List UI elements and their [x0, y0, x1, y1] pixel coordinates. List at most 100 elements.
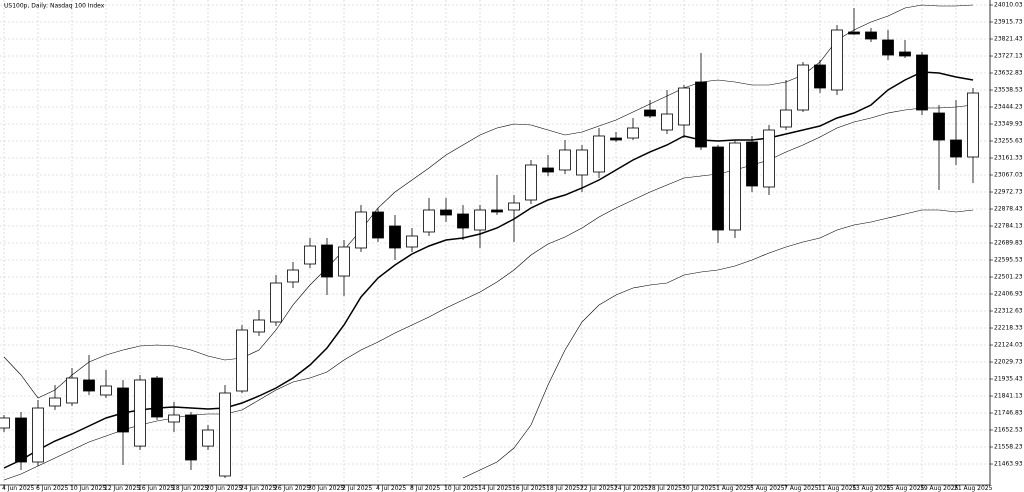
x-tick-label: 5 Aug 2025	[750, 485, 785, 492]
y-tick-label: 23727.13	[994, 53, 1023, 60]
candle-body	[253, 319, 265, 333]
candle-body	[100, 385, 112, 396]
y-tick-label: 23444.23	[994, 104, 1023, 111]
candle-body	[780, 109, 792, 128]
candle-body	[967, 92, 979, 158]
candle-body	[814, 64, 826, 89]
candle-body	[440, 209, 452, 216]
candle-body	[202, 429, 214, 447]
candle-body	[559, 149, 571, 171]
x-tick-label: 18 Jun 2025	[172, 485, 208, 492]
y-tick-label: 22689.83	[994, 240, 1023, 247]
candle-body	[457, 213, 469, 229]
x-tick-label: 30 Jul 2025	[682, 485, 716, 492]
y-tick-label: 22029.73	[994, 359, 1023, 366]
y-tick-label: 23161.33	[994, 155, 1023, 162]
candle-body	[848, 31, 860, 35]
candle-body	[32, 407, 44, 463]
candle-body	[406, 235, 418, 248]
candle-body	[661, 113, 673, 131]
y-tick-label: 23915.73	[994, 19, 1023, 26]
y-tick-label: 23632.83	[994, 70, 1023, 77]
candle-body	[304, 245, 316, 265]
y-tick-label: 22218.33	[994, 325, 1023, 332]
candle-body	[695, 81, 707, 148]
indicator-line	[3, 104, 974, 481]
x-tick-label: 1 Aug 2025	[716, 485, 751, 492]
x-tick-label: 18 Jul 2025	[546, 485, 580, 492]
y-tick-label: 23349.93	[994, 121, 1023, 128]
candle-body	[151, 377, 163, 418]
y-tick-label: 22406.93	[994, 291, 1023, 298]
y-tick-label: 23821.43	[994, 36, 1023, 43]
x-tick-label: 30 Jun 2025	[308, 485, 344, 492]
y-tick-label: 22312.63	[994, 308, 1023, 315]
candle-body	[389, 225, 401, 249]
y-tick-label: 22972.73	[994, 189, 1023, 196]
candle-body	[916, 54, 928, 111]
candle-body	[831, 29, 843, 91]
y-tick-label: 21746.83	[994, 410, 1023, 417]
y-tick-label: 23067.03	[994, 172, 1023, 179]
candle-body	[933, 112, 945, 141]
candle-body	[508, 202, 520, 211]
x-tick-label: 22 Jul 2025	[580, 485, 614, 492]
candle-body	[236, 329, 248, 392]
candle-body	[474, 209, 486, 231]
y-tick-label: 22595.53	[994, 257, 1023, 264]
y-tick-label: 22501.23	[994, 274, 1023, 281]
candles	[0, 8, 979, 479]
x-tick-label: 14 Jul 2025	[478, 485, 512, 492]
y-tick-label: 22878.43	[994, 206, 1023, 213]
candle-body	[372, 211, 384, 239]
candle-body	[899, 51, 911, 57]
candle-body	[287, 269, 299, 283]
y-tick-label: 22124.03	[994, 342, 1023, 349]
x-tick-label: 19 Aug 2025	[920, 485, 959, 492]
x-tick-label: 8 Jul 2025	[410, 485, 440, 492]
x-tick-label: 15 Aug 2025	[886, 485, 925, 492]
indicator-line	[3, 4, 974, 399]
candle-body	[117, 387, 129, 433]
y-tick-label: 24010.03	[994, 2, 1023, 9]
candle-body	[338, 246, 350, 277]
candle-body	[627, 127, 639, 139]
x-tick-label: 24 Jul 2025	[614, 485, 648, 492]
chart-title: US100p, Daily: Nasdaq 100 Index	[4, 3, 105, 10]
candle-body	[355, 211, 367, 249]
y-tick-label: 21935.43	[994, 376, 1023, 383]
candle-body	[219, 392, 231, 477]
y-tick-label: 21463.93	[994, 461, 1023, 468]
x-tick-label: 4 Jun 2025	[2, 485, 34, 492]
candle-body	[270, 282, 282, 323]
candle-body	[491, 209, 503, 213]
x-tick-label: 26 Jun 2025	[274, 485, 310, 492]
x-tick-label: 28 Jul 2025	[648, 485, 682, 492]
candle-body	[576, 149, 588, 176]
x-tick-label: 11 Aug 2025	[818, 485, 857, 492]
y-tick-label: 21558.23	[994, 444, 1023, 451]
candle-body	[712, 146, 724, 231]
x-tick-label: 7 Aug 2025	[784, 485, 819, 492]
y-tick-label: 23255.63	[994, 138, 1023, 145]
candle-body	[66, 377, 78, 404]
candle-body	[542, 167, 554, 173]
x-tick-label: 10 Jul 2025	[444, 485, 478, 492]
candle-body	[525, 164, 537, 201]
y-tick-label: 21652.53	[994, 427, 1023, 434]
candle-body	[49, 397, 61, 407]
indicator-line	[462, 209, 974, 479]
y-tick-label: 22784.13	[994, 223, 1023, 230]
candle-body	[644, 109, 656, 117]
candle-body	[593, 135, 605, 173]
candle-body	[185, 414, 197, 461]
candle-body	[950, 139, 962, 158]
x-tick-label: 24 Jun 2025	[240, 485, 276, 492]
y-tick-label: 23538.53	[994, 87, 1023, 94]
candle-body	[168, 414, 180, 423]
x-tick-label: 16 Jun 2025	[138, 485, 174, 492]
candle-body	[83, 379, 95, 392]
x-tick-label: 16 Jul 2025	[512, 485, 546, 492]
